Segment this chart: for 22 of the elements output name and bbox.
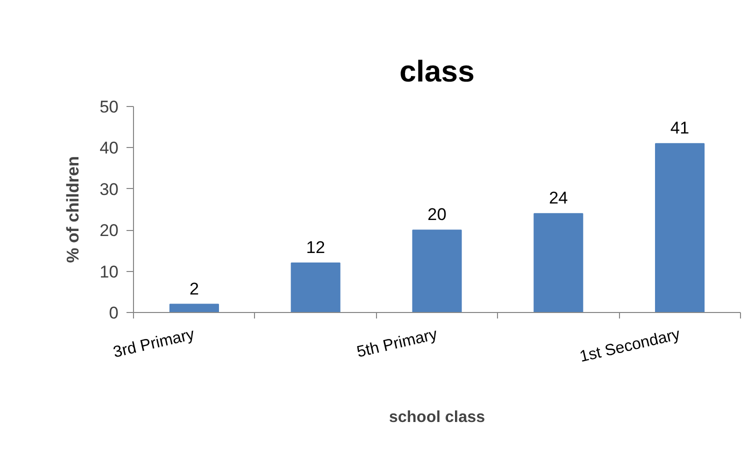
bar bbox=[412, 230, 462, 312]
data-label: 24 bbox=[548, 188, 568, 208]
data-label: 20 bbox=[428, 205, 446, 224]
y-tick-label: 40 bbox=[100, 138, 119, 158]
y-tick-label: 50 bbox=[100, 98, 119, 116]
bar bbox=[655, 143, 705, 312]
x-tick-label: 3rd Primary bbox=[112, 326, 196, 362]
y-tick-label: 20 bbox=[100, 221, 119, 240]
y-tick-label: 10 bbox=[100, 262, 119, 282]
data-label: 12 bbox=[306, 238, 326, 258]
y-axis-title: % of children bbox=[64, 156, 83, 263]
data-label: 41 bbox=[670, 118, 690, 138]
y-tick-label: 30 bbox=[100, 180, 119, 199]
y-tick-label: 0 bbox=[109, 304, 119, 322]
data-label: 2 bbox=[189, 279, 199, 298]
x-tick-label: 5th Primary bbox=[355, 326, 439, 362]
bar bbox=[169, 304, 219, 312]
bar bbox=[534, 213, 584, 312]
chart-title: class bbox=[399, 56, 475, 88]
x-tick-label: 1st Secondary bbox=[578, 326, 682, 366]
bar bbox=[290, 262, 340, 312]
x-axis-title: school class bbox=[388, 409, 486, 426]
